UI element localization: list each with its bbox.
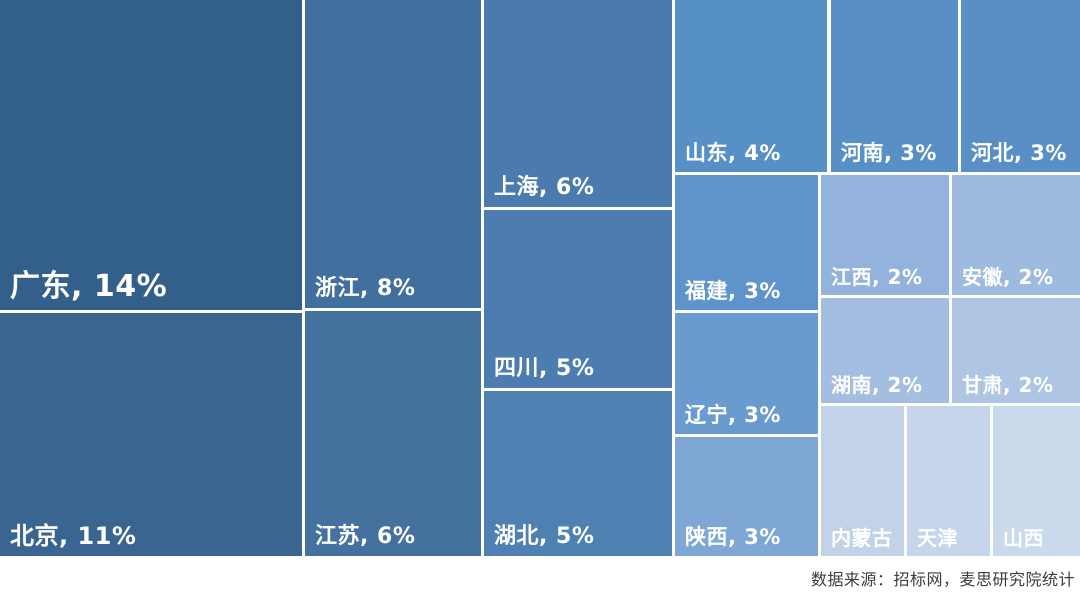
- treemap-cell-label: 上海, 6%: [494, 174, 595, 200]
- treemap-cell-label: 广东, 14%: [10, 269, 168, 304]
- treemap-cell-label: 甘肃, 2%: [962, 373, 1054, 397]
- treemap-cell-label: 河南, 3%: [841, 140, 937, 165]
- treemap-cell-江西: 江西, 2%: [821, 175, 949, 295]
- treemap-cell-湖北: 湖北, 5%: [484, 391, 672, 556]
- treemap-cell-label: 北京, 11%: [10, 521, 137, 550]
- treemap-cell-山西: 山西: [993, 406, 1080, 556]
- treemap-cell-label: 山西: [1003, 526, 1044, 550]
- treemap-cell-内蒙古: 内蒙古: [821, 406, 904, 556]
- treemap-cell-label: 湖南, 2%: [831, 373, 923, 397]
- treemap: 广东, 14% 北京, 11% 浙江, 8% 江苏, 6% 上海, 6% 四川, 5% 湖北…: [0, 0, 1080, 556]
- treemap-cell-广东: 广东, 14%: [0, 0, 302, 310]
- treemap-cell-label: 安徽, 2%: [962, 265, 1054, 289]
- treemap-cell-上海: 上海, 6%: [484, 0, 672, 207]
- data-source-note: 数据来源：招标网，麦思研究院统计: [810, 570, 1075, 589]
- treemap-cell-天津: 天津: [907, 406, 990, 556]
- treemap-cell-label: 天津: [917, 526, 958, 550]
- treemap-cell-河南: 河南, 3%: [831, 0, 958, 172]
- treemap-cell-山东: 山东, 4%: [675, 0, 827, 172]
- treemap-cell-湖南: 湖南, 2%: [821, 298, 949, 403]
- treemap-cell-辽宁: 辽宁, 3%: [675, 313, 818, 434]
- treemap-cell-江苏: 江苏, 6%: [305, 311, 481, 556]
- treemap-cell-label: 湖北, 5%: [494, 523, 595, 549]
- treemap-cell-陕西: 陕西, 3%: [675, 437, 818, 556]
- treemap-cell-安徽: 安徽, 2%: [952, 175, 1080, 295]
- treemap-cell-label: 福建, 3%: [685, 278, 781, 303]
- treemap-cell-北京: 北京, 11%: [0, 313, 302, 556]
- treemap-cell-label: 浙江, 8%: [315, 275, 416, 301]
- treemap-cell-浙江: 浙江, 8%: [305, 0, 481, 308]
- treemap-cell-label: 辽宁, 3%: [685, 402, 781, 427]
- treemap-cell-河北: 河北, 3%: [961, 0, 1080, 172]
- treemap-cell-四川: 四川, 5%: [484, 210, 672, 388]
- treemap-cell-label: 陕西, 3%: [685, 524, 781, 549]
- treemap-cell-福建: 福建, 3%: [675, 175, 818, 310]
- treemap-cell-label: 山东, 4%: [685, 140, 781, 165]
- treemap-cell-甘肃: 甘肃, 2%: [952, 298, 1080, 403]
- treemap-cell-label: 江西, 2%: [831, 265, 923, 289]
- treemap-cell-label: 河北, 3%: [971, 140, 1067, 165]
- treemap-cell-label: 四川, 5%: [494, 355, 595, 381]
- treemap-cell-label: 内蒙古: [831, 526, 893, 550]
- treemap-cell-label: 江苏, 6%: [315, 523, 416, 549]
